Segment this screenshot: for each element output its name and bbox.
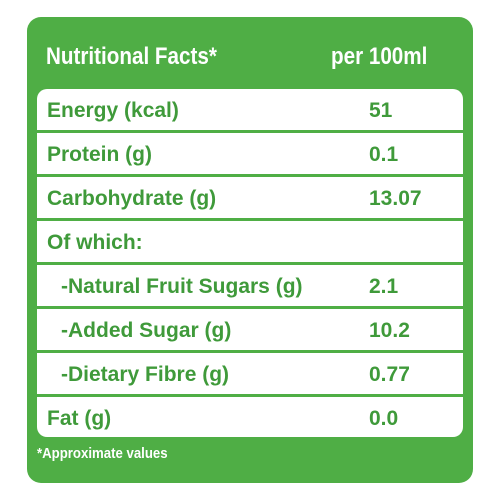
row-label: -Dietary Fibre (g) <box>61 363 230 386</box>
row-value: 13.07 <box>369 187 422 210</box>
row-label: Fat (g) <box>47 407 112 430</box>
row-label: Carbohydrate (g) <box>47 187 217 210</box>
table-row-of-which: Of which: <box>37 221 463 265</box>
table-row-added-sugar: -Added Sugar (g) 10.2 <box>37 309 463 353</box>
row-label: Of which: <box>47 231 143 254</box>
table-row-carbohydrate: Carbohydrate (g) 13.07 <box>37 177 463 221</box>
row-value: 10.2 <box>369 319 410 342</box>
row-label: Energy (kcal) <box>47 99 179 122</box>
table-row-protein: Protein (g) 0.1 <box>37 133 463 177</box>
table-row-natural-fruit-sugars: -Natural Fruit Sugars (g) 2.1 <box>37 265 463 309</box>
table-title: Nutritional Facts* <box>46 43 217 70</box>
table-row-fat: Fat (g) 0.0 <box>37 397 463 437</box>
footnote: *Approximate values <box>37 445 168 462</box>
table-row-dietary-fibre: -Dietary Fibre (g) 0.77 <box>37 353 463 397</box>
row-label: -Added Sugar (g) <box>61 319 232 342</box>
row-value: 2.1 <box>369 275 399 298</box>
serving-basis: per 100ml <box>331 43 428 70</box>
row-value: 0.77 <box>369 363 410 386</box>
row-label: -Natural Fruit Sugars (g) <box>61 275 303 298</box>
nutrition-facts-panel: Nutritional Facts* per 100ml Energy (kca… <box>27 17 473 483</box>
row-value: 51 <box>369 99 393 122</box>
row-value: 0.1 <box>369 143 399 166</box>
table-header: Nutritional Facts* per 100ml <box>27 17 473 89</box>
nutrition-table: Energy (kcal) 51 Protein (g) 0.1 Carbohy… <box>37 89 463 437</box>
row-label: Protein (g) <box>47 143 152 166</box>
table-row-energy: Energy (kcal) 51 <box>37 89 463 133</box>
row-value: 0.0 <box>369 407 399 430</box>
